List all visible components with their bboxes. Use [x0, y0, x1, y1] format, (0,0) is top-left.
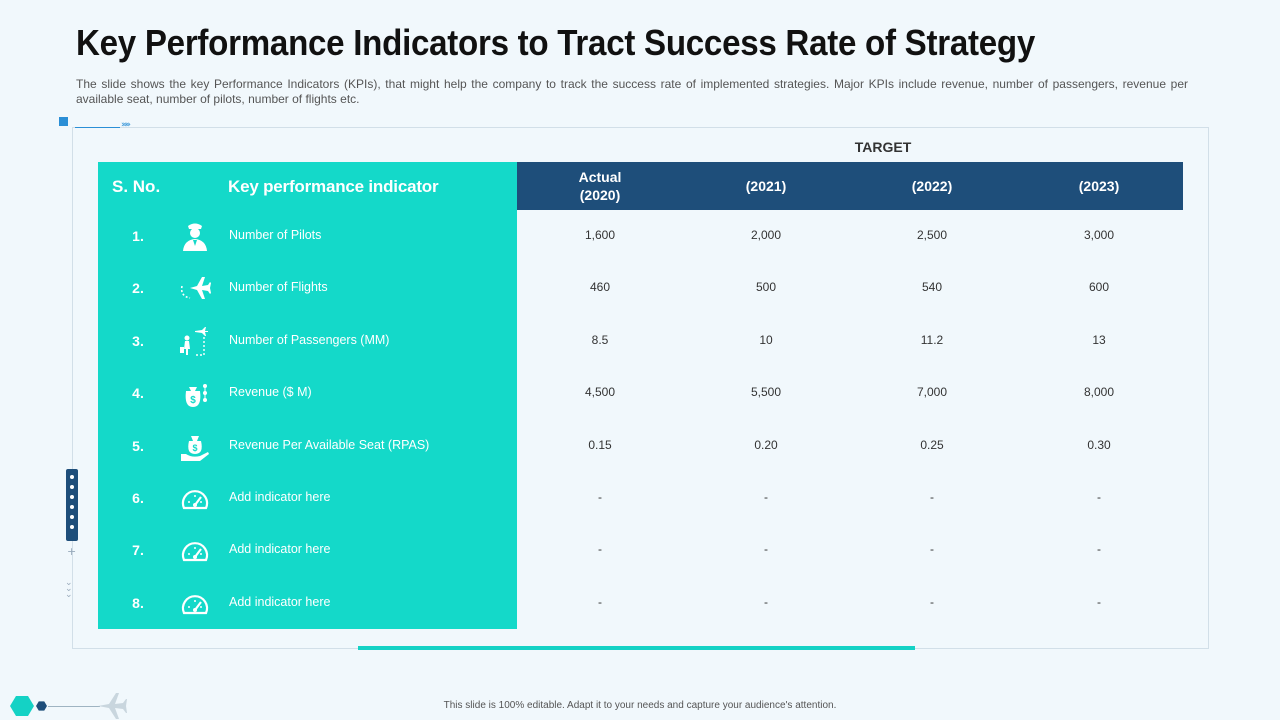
header-2023: (2023): [1078, 178, 1120, 194]
svg-text:$: $: [190, 395, 196, 406]
header-actual-2020: Actual (2020): [578, 169, 622, 203]
kpi-label: Number of Passengers (MM): [229, 333, 390, 347]
value-2021: 5,500: [750, 385, 782, 399]
table-row: 3. Number of Passengers (MM) 8.5 10 11.2…: [98, 315, 1183, 367]
pilot-icon: [183, 223, 207, 251]
row-number: 8.: [132, 595, 144, 611]
value-2021: 0.20: [754, 438, 778, 452]
decor-dots-bar: [66, 469, 78, 541]
airplane-icon: [180, 277, 211, 299]
row-number: 1.: [132, 228, 144, 244]
airplane-icon: [98, 693, 127, 719]
kpi-label: Add indicator here: [229, 542, 331, 556]
value-2023: -: [1097, 490, 1101, 504]
target-label: TARGET: [854, 139, 912, 155]
frame-left-line: [72, 127, 73, 649]
value-actual-2020: 0.15: [588, 438, 612, 452]
value-2023: 600: [1088, 280, 1110, 294]
value-actual-2020: -: [598, 542, 602, 556]
decor-flight-line: [48, 706, 100, 707]
svg-text:$: $: [192, 443, 197, 453]
money-bag-hand-icon: $: [181, 436, 209, 461]
value-actual-2020: 4,500: [584, 385, 616, 399]
value-actual-2020: -: [598, 595, 602, 609]
table-row: 7. Add indicator here - - - -: [98, 524, 1183, 576]
value-2023: 8,000: [1083, 385, 1115, 399]
header-serial-number: S. No.: [112, 177, 161, 196]
value-2022: -: [930, 490, 934, 504]
decor-teal-bar: [358, 646, 915, 650]
frame-top-line: [72, 127, 1209, 128]
value-2022: 11.2: [920, 333, 944, 347]
speedometer-icon: [181, 595, 209, 615]
chevron-right-icon: ›››››: [121, 120, 131, 130]
value-2023: 13: [1092, 333, 1106, 347]
value-2023: 3,000: [1083, 228, 1115, 242]
plus-icon: +: [67, 545, 77, 558]
kpi-label: Number of Pilots: [229, 228, 322, 242]
frame-right-line: [1208, 127, 1209, 649]
value-2021: -: [764, 595, 768, 609]
value-2023: -: [1097, 542, 1101, 556]
row-number: 7.: [132, 542, 144, 558]
kpi-label: Add indicator here: [229, 595, 331, 609]
value-2022: 540: [921, 280, 943, 294]
decor-square: [59, 117, 68, 126]
value-2021: 10: [759, 333, 773, 347]
decor-accent-line: [75, 127, 120, 128]
table-row: 2. Number of Flights 460 500 540 600: [98, 262, 1183, 314]
row-number: 3.: [132, 333, 144, 349]
value-actual-2020: 8.5: [591, 333, 609, 347]
value-2021: 2,000: [750, 228, 782, 242]
table-row: 1. Number of Pilots 1,600 2,000 2,500 3,…: [98, 210, 1183, 262]
year-header-band: [517, 162, 1183, 210]
kpi-label: Revenue ($ M): [229, 385, 312, 399]
value-2022: -: [930, 595, 934, 609]
header-2021: (2021): [745, 178, 787, 194]
kpi-label: Add indicator here: [229, 490, 331, 504]
speedometer-icon: [181, 542, 209, 562]
hexagon-icon: [10, 696, 34, 716]
row-number: 5.: [132, 438, 144, 454]
value-2021: -: [764, 542, 768, 556]
value-2022: -: [930, 542, 934, 556]
header-2022: (2022): [911, 178, 953, 194]
chevron-down-icon: ⌄ ⌄ ⌄: [65, 578, 73, 600]
row-number: 6.: [132, 490, 144, 506]
footer-note: This slide is 100% editable. Adapt it to…: [443, 700, 837, 711]
small-hexagon-icon: [36, 701, 47, 711]
value-2022: 2,500: [916, 228, 948, 242]
header-kpi: Key performance indicator: [228, 177, 439, 196]
kpi-column-block: [98, 162, 517, 629]
value-2022: 0.25: [920, 438, 944, 452]
value-2021: 500: [755, 280, 777, 294]
value-actual-2020: -: [598, 490, 602, 504]
value-2022: 7,000: [916, 385, 948, 399]
slide-subtitle: The slide shows the key Performance Indi…: [76, 77, 1188, 106]
table-row: 5. $ Revenue Per Available Seat (RPAS) 0…: [98, 420, 1183, 472]
row-number: 4.: [132, 385, 144, 401]
speedometer-icon: [181, 490, 209, 510]
value-2021: -: [764, 490, 768, 504]
table-row: 4. $ Revenue ($ M) 4,500 5,500 7,000 8,0…: [98, 367, 1183, 419]
table-row: 8. Add indicator here - - - -: [98, 577, 1183, 629]
kpi-label: Number of Flights: [229, 280, 328, 294]
passenger-icon: [180, 327, 208, 356]
kpi-label: Revenue Per Available Seat (RPAS): [229, 438, 430, 452]
value-actual-2020: 460: [589, 280, 611, 294]
table-row: 6. Add indicator here - - - -: [98, 472, 1183, 524]
slide-title: Key Performance Indicators to Tract Succ…: [76, 22, 1035, 63]
row-number: 2.: [132, 280, 144, 296]
revenue-icon: $: [185, 384, 207, 407]
value-actual-2020: 1,600: [584, 228, 616, 242]
value-2023: 0.30: [1087, 438, 1111, 452]
value-2023: -: [1097, 595, 1101, 609]
